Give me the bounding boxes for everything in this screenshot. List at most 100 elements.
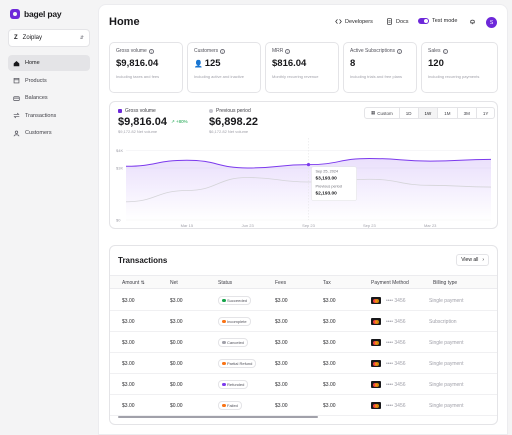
y-tick-label: $3K bbox=[116, 166, 123, 171]
x-tick-label: Sep 23 bbox=[302, 223, 315, 228]
table-row[interactable]: $3.00 $0.00 Partial Refund $3.00 $3.00 •••• 3… bbox=[110, 353, 497, 374]
trend-up-icon: ↗ bbox=[170, 119, 176, 124]
column-header-fees: Fees bbox=[275, 280, 287, 286]
cell-fees: $3.00 bbox=[275, 298, 288, 304]
horizontal-scrollbar[interactable] bbox=[118, 416, 318, 418]
sidebar-item-products[interactable]: Products bbox=[8, 73, 90, 89]
tooltip-value: $3,193.00 bbox=[316, 176, 338, 182]
view-all-button[interactable]: View all › bbox=[456, 254, 489, 266]
table-row[interactable]: $3.00 $0.00 Canceled $3.00 $3.00 •••• 3456 Sin… bbox=[110, 332, 497, 353]
sidebar-item-home[interactable]: Home bbox=[8, 55, 90, 71]
test-mode-toggle[interactable]: Test mode bbox=[418, 18, 457, 24]
metric-card-sales[interactable]: Sales i 120 Including recurring payments bbox=[421, 42, 498, 93]
avatar[interactable]: S bbox=[486, 17, 497, 28]
sidebar-item-transactions[interactable]: Transactions bbox=[8, 108, 90, 124]
metric-value: 8 bbox=[350, 58, 356, 69]
cell-billing-type: Single payment bbox=[429, 382, 464, 388]
sidebar-item-customers[interactable]: Customers bbox=[8, 125, 90, 141]
line-chart[interactable]: $4K $3K $0 Mar 15 Jun 23 Sep 23 Sep 23 Mar 23 Se… bbox=[110, 102, 499, 230]
info-icon: i bbox=[442, 48, 448, 54]
developers-label: Developers bbox=[345, 18, 373, 25]
range-tab-1d[interactable]: 1D bbox=[400, 108, 419, 118]
sidebar-item-label: Balances bbox=[25, 95, 48, 101]
range-tab-1y[interactable]: 1Y bbox=[482, 110, 489, 116]
cell-tax: $3.00 bbox=[323, 298, 336, 304]
toggle-switch[interactable] bbox=[418, 18, 429, 24]
users-icon: 👤 bbox=[194, 60, 203, 68]
cell-amount: $3.00 bbox=[122, 382, 135, 388]
legend-label: Previous period bbox=[216, 108, 251, 114]
range-tab-1w[interactable]: 1W bbox=[418, 108, 439, 118]
metric-subtext: Including active and inactive bbox=[194, 74, 245, 79]
mastercard-icon bbox=[371, 402, 381, 409]
org-badge: Z bbox=[14, 35, 18, 41]
column-header-amount[interactable]: Amount ⇅ bbox=[122, 280, 145, 286]
range-tab-1m[interactable]: 1M bbox=[438, 108, 458, 118]
status-badge: Succeeded bbox=[218, 296, 252, 305]
arrows-icon bbox=[13, 112, 20, 119]
metric-card-mrr[interactable]: MRR i $816.04 Monthly recurring revenue bbox=[265, 42, 339, 93]
table-row[interactable]: $3.00 $3.00 Succeeded $3.00 $3.00 •••• 3456 Si… bbox=[110, 290, 497, 311]
users-icon bbox=[13, 130, 20, 136]
status-badge: Incomplete bbox=[218, 317, 251, 326]
bagel-logo-icon bbox=[10, 9, 20, 19]
calendar-icon: ▦ bbox=[371, 110, 376, 115]
table-row[interactable]: $3.00 $0.00 Failed $3.00 $3.00 •••• 3456 Singl… bbox=[110, 395, 497, 416]
info-icon: i bbox=[148, 48, 154, 54]
change-badge: +80% bbox=[175, 119, 188, 124]
cell-tax: $3.00 bbox=[323, 340, 336, 346]
transactions-card: Transactions View all › Amount ⇅ Net Sta… bbox=[109, 245, 498, 425]
metric-value: $9,816.04 bbox=[116, 58, 159, 69]
range-tab-label: Custom bbox=[377, 110, 393, 116]
cell-card-number: •••• 3456 bbox=[386, 403, 406, 409]
y-tick-label: $4K bbox=[116, 148, 123, 153]
docs-button[interactable]: Docs bbox=[386, 18, 409, 25]
chevron-right-icon: › bbox=[482, 257, 484, 263]
tooltip-prev-value: $2,193.00 bbox=[316, 191, 338, 197]
test-mode-label: Test mode bbox=[432, 18, 458, 24]
document-icon bbox=[387, 18, 392, 25]
range-tab-3m[interactable]: 3M bbox=[458, 108, 477, 118]
wallet-icon bbox=[13, 95, 20, 101]
info-icon: i bbox=[397, 48, 403, 54]
cell-tax: $3.00 bbox=[323, 403, 336, 409]
net-volume-previous: $6,172.82 Net volume bbox=[209, 129, 249, 134]
cell-card-number: •••• 3456 bbox=[386, 298, 406, 304]
metric-value: 120 bbox=[428, 58, 444, 69]
metric-label: MRR bbox=[272, 48, 284, 54]
legend-swatch-previous bbox=[209, 109, 213, 113]
metric-card-active-subscriptions[interactable]: Active Subscriptions i 8 Including trials… bbox=[343, 42, 417, 93]
metric-subtext: Monthly recurring revenue bbox=[272, 74, 319, 79]
range-tab-custom[interactable]: ▦ Custom bbox=[365, 108, 400, 118]
org-switcher[interactable]: Z Zoiplay ⇵ bbox=[8, 29, 90, 47]
sort-icon: ⇅ bbox=[140, 280, 145, 286]
table-row[interactable]: $3.00 $3.00 Incomplete $3.00 $3.00 •••• 3456 S… bbox=[110, 311, 497, 332]
status-dot-icon bbox=[222, 340, 226, 345]
metric-label: Customers bbox=[194, 48, 219, 54]
chevron-updown-icon: ⇵ bbox=[79, 35, 84, 41]
transactions-title: Transactions bbox=[118, 256, 168, 265]
code-icon bbox=[335, 19, 342, 24]
notifications-button[interactable] bbox=[469, 18, 476, 25]
mastercard-icon bbox=[371, 339, 381, 346]
data-point-hover[interactable] bbox=[306, 163, 311, 167]
cell-fees: $3.00 bbox=[275, 403, 288, 409]
sidebar: bagel pay Z Zoiplay ⇵ Home Products Bala… bbox=[0, 0, 98, 435]
column-header-billing-type: Billing type bbox=[433, 280, 458, 286]
home-icon bbox=[13, 60, 20, 66]
legend-swatch-current bbox=[118, 109, 122, 113]
cell-amount: $3.00 bbox=[122, 319, 135, 325]
mastercard-icon bbox=[371, 381, 381, 388]
x-tick-label: Mar 15 bbox=[181, 223, 194, 228]
cell-billing-type: Single payment bbox=[429, 298, 464, 304]
column-header-net: Net bbox=[170, 280, 178, 286]
cell-amount: $3.00 bbox=[122, 340, 135, 346]
developers-button[interactable]: Developers bbox=[335, 18, 373, 25]
column-header-tax: Tax bbox=[323, 280, 331, 286]
table-row[interactable]: $3.00 $0.00 Refunded $3.00 $3.00 •••• 3456 Sin… bbox=[110, 374, 497, 395]
sidebar-nav: Home Products Balances Transactions Cust… bbox=[8, 55, 90, 143]
sidebar-item-balances[interactable]: Balances bbox=[8, 90, 90, 106]
logo[interactable]: bagel pay bbox=[10, 9, 62, 19]
metric-card-gross-volume[interactable]: Gross volume i $9,816.04 Including taxes … bbox=[109, 42, 183, 93]
metric-card-customers[interactable]: Customers i 👤 125 Including active and ina… bbox=[187, 42, 261, 93]
